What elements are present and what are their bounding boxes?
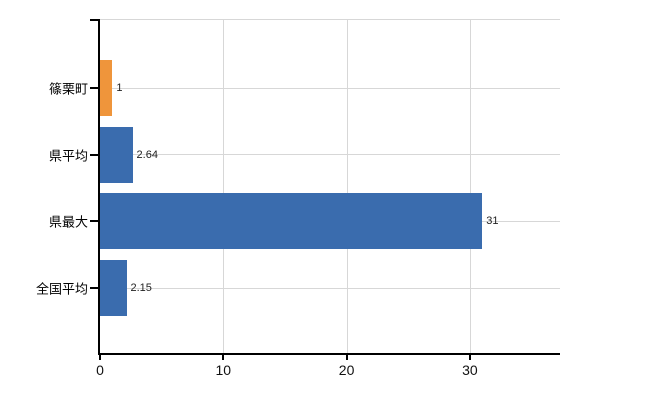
bar[interactable] <box>100 260 127 316</box>
y-axis-end-tick <box>90 19 98 21</box>
bar-value-label: 1 <box>116 82 123 94</box>
x-axis-tick-label: 30 <box>462 362 478 378</box>
x-axis-tick-label: 0 <box>96 362 104 378</box>
grid-line-horizontal <box>100 87 560 89</box>
bar-value-label: 2.64 <box>136 148 158 161</box>
x-axis-tick <box>99 355 101 360</box>
category-label: 県平均 <box>48 148 88 164</box>
y-axis-tick <box>90 220 98 223</box>
grid-line-horizontal <box>100 287 560 289</box>
y-axis-tick <box>90 287 98 289</box>
y-axis-tick <box>90 153 98 156</box>
grid-line-vertical <box>223 19 225 353</box>
grid-line-vertical <box>346 19 348 353</box>
x-axis-tick <box>222 355 225 360</box>
x-axis-line <box>98 353 560 355</box>
grid-line-horizontal <box>100 154 560 156</box>
x-axis-tick-label: 10 <box>215 362 232 378</box>
top-spine <box>100 19 560 20</box>
x-axis-tick-label: 20 <box>338 362 355 378</box>
x-axis-tick <box>468 355 471 360</box>
y-axis-tick <box>90 87 98 89</box>
category-label: 篠栗町 <box>48 81 88 97</box>
bar-value-label: 2.15 <box>130 282 152 294</box>
x-axis-tick <box>345 355 348 360</box>
bar[interactable] <box>100 126 133 183</box>
category-label: 全国平均 <box>35 281 88 297</box>
grid-line-vertical <box>469 19 471 353</box>
bar-value-label: 31 <box>486 215 499 228</box>
bar[interactable] <box>100 60 113 116</box>
y-axis-line <box>98 19 100 353</box>
category-label: 県最大 <box>48 214 88 230</box>
bar[interactable] <box>100 193 483 250</box>
